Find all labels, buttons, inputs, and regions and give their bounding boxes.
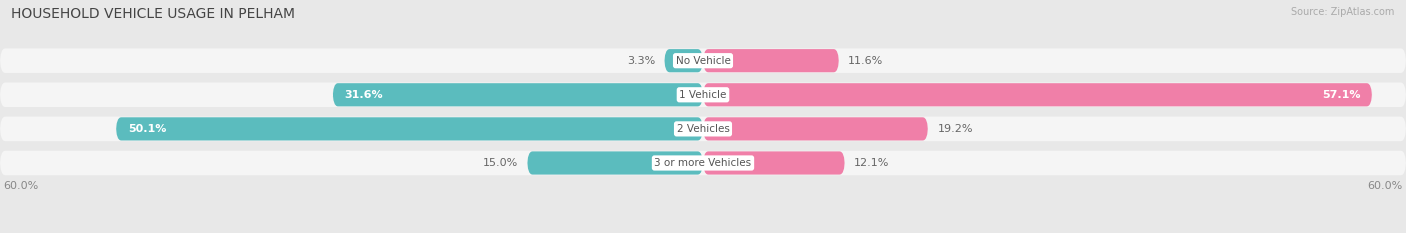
FancyBboxPatch shape — [703, 117, 928, 140]
FancyBboxPatch shape — [703, 151, 845, 175]
FancyBboxPatch shape — [0, 151, 1406, 175]
Text: 60.0%: 60.0% — [3, 181, 39, 191]
Text: HOUSEHOLD VEHICLE USAGE IN PELHAM: HOUSEHOLD VEHICLE USAGE IN PELHAM — [11, 7, 295, 21]
Text: Source: ZipAtlas.com: Source: ZipAtlas.com — [1291, 7, 1395, 17]
Text: 2 Vehicles: 2 Vehicles — [676, 124, 730, 134]
Text: 3.3%: 3.3% — [627, 56, 655, 66]
Text: 12.1%: 12.1% — [855, 158, 890, 168]
FancyBboxPatch shape — [115, 117, 703, 140]
FancyBboxPatch shape — [703, 83, 1372, 106]
Text: 19.2%: 19.2% — [938, 124, 973, 134]
Text: 3 or more Vehicles: 3 or more Vehicles — [654, 158, 752, 168]
Text: No Vehicle: No Vehicle — [675, 56, 731, 66]
Legend: Owner-occupied, Renter-occupied: Owner-occupied, Renter-occupied — [595, 231, 811, 233]
Text: 60.0%: 60.0% — [1367, 181, 1403, 191]
FancyBboxPatch shape — [703, 49, 839, 72]
Text: 57.1%: 57.1% — [1322, 90, 1361, 100]
FancyBboxPatch shape — [0, 48, 1406, 73]
Text: 1 Vehicle: 1 Vehicle — [679, 90, 727, 100]
Text: 50.1%: 50.1% — [128, 124, 166, 134]
FancyBboxPatch shape — [665, 49, 703, 72]
FancyBboxPatch shape — [333, 83, 703, 106]
Text: 11.6%: 11.6% — [848, 56, 883, 66]
Text: 15.0%: 15.0% — [482, 158, 517, 168]
FancyBboxPatch shape — [0, 116, 1406, 141]
FancyBboxPatch shape — [0, 82, 1406, 107]
FancyBboxPatch shape — [527, 151, 703, 175]
Text: 31.6%: 31.6% — [344, 90, 382, 100]
